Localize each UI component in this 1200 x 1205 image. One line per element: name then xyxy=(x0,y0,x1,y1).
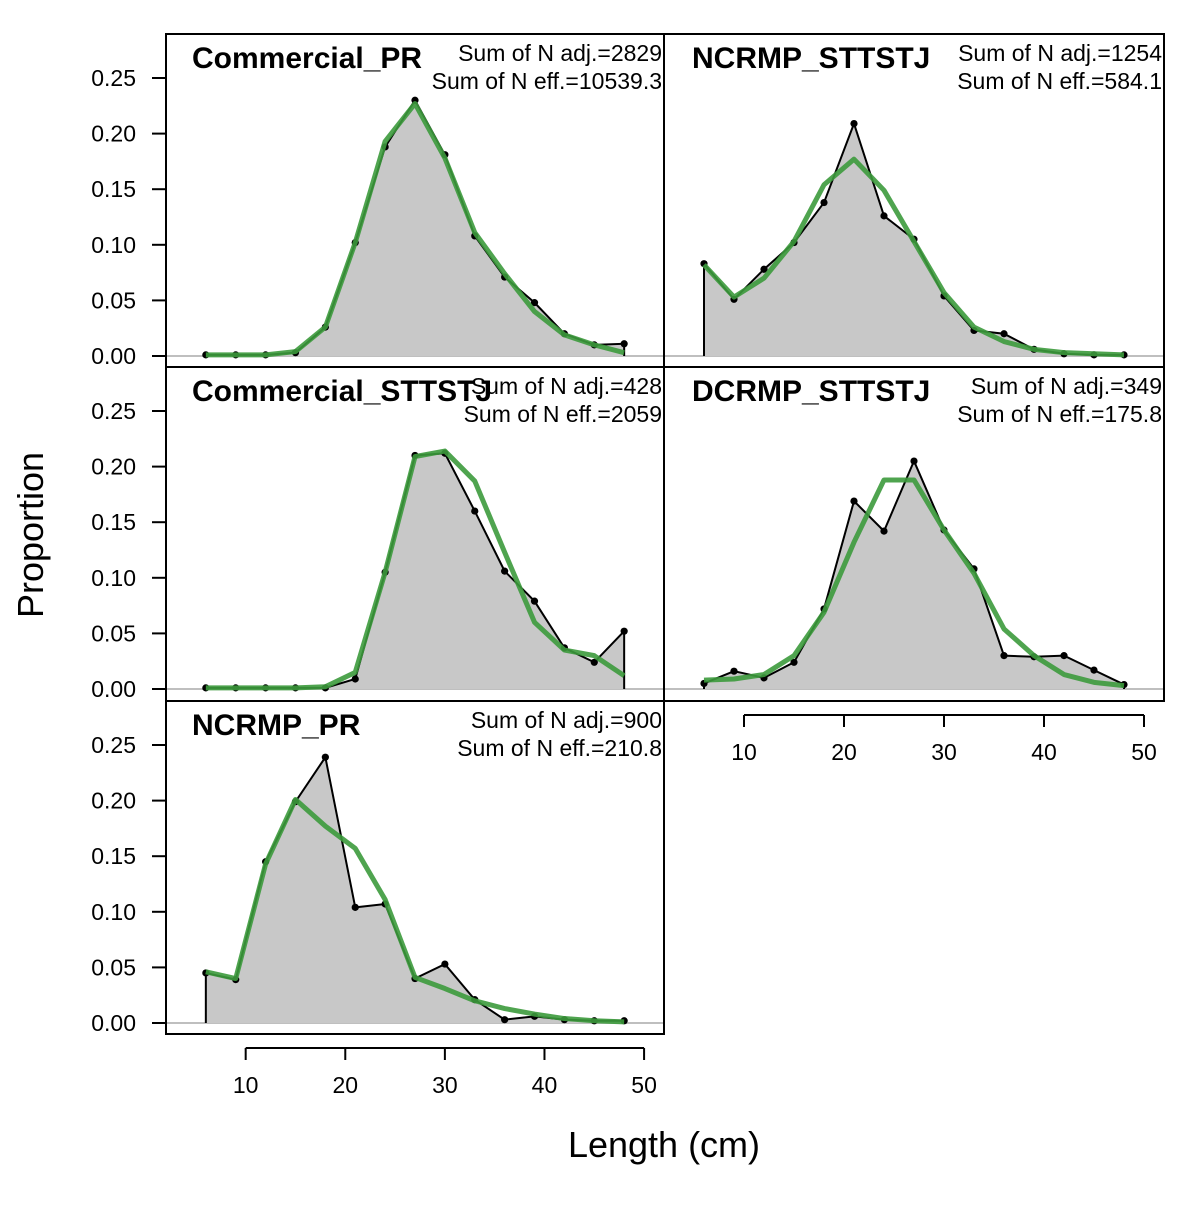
observed-point xyxy=(441,960,449,968)
y-tick-label: 0.20 xyxy=(91,121,136,147)
sum-n-eff-label: Sum of N eff.=584.1 xyxy=(957,68,1162,94)
expected-line-commercial-sttstj xyxy=(205,448,626,691)
x-tick-label: 30 xyxy=(931,739,957,765)
x-tick-label: 40 xyxy=(1031,739,1057,765)
observed-point xyxy=(351,903,359,911)
observed-point xyxy=(530,597,539,605)
observed-point xyxy=(590,658,598,666)
x-tick-label: 30 xyxy=(432,1072,458,1098)
panel-title: NCRMP_STTSTJ xyxy=(692,42,930,75)
y-tick-label: 0.10 xyxy=(91,899,136,925)
observed-point xyxy=(620,340,628,348)
observed-point xyxy=(530,299,539,307)
observed-area-commercial-sttstj xyxy=(205,453,625,689)
y-tick-label: 0.25 xyxy=(91,732,136,758)
y-tick-label: 0.20 xyxy=(91,788,136,814)
x-tick-label: 20 xyxy=(831,739,857,765)
panel-title: Commercial_PR xyxy=(192,42,422,75)
x-tick-label: 10 xyxy=(731,739,757,765)
observed-point xyxy=(850,497,858,505)
y-tick-label: 0.05 xyxy=(91,287,136,313)
observed-area-commercial-pr xyxy=(205,100,625,357)
sum-n-adj-label: Sum of N adj.=1254 xyxy=(958,40,1162,66)
y-tick-label: 0.10 xyxy=(91,565,136,591)
expected-line-dcrmp-sttstj xyxy=(703,477,1125,689)
panel-title: NCRMP_PR xyxy=(192,709,361,742)
x-tick-label: 20 xyxy=(332,1072,358,1098)
x-tick-label: 10 xyxy=(233,1072,259,1098)
observed-area-dcrmp-sttstj xyxy=(704,461,1124,689)
x-axis-label: Length (cm) xyxy=(568,1124,760,1165)
observed-point xyxy=(471,507,479,515)
sum-n-adj-label: Sum of N adj.=428 xyxy=(471,373,662,399)
panel-frame xyxy=(165,700,665,1035)
sum-n-adj-label: Sum of N adj.=2829 xyxy=(458,40,662,66)
observed-point xyxy=(880,527,888,535)
y-tick-label: 0.15 xyxy=(91,509,136,535)
observed-point xyxy=(351,675,359,683)
expected-line-ncrmp-pr xyxy=(205,796,625,1025)
y-tick-label: 0.05 xyxy=(91,620,136,646)
y-tick-label: 0.15 xyxy=(91,176,136,202)
expected-line-ncrmp-sttstj xyxy=(702,156,1125,358)
x-tick-label: 40 xyxy=(532,1072,558,1098)
observed-point xyxy=(1000,652,1008,660)
observed-point xyxy=(501,567,509,575)
sum-n-eff-label: Sum of N eff.=210.8 xyxy=(457,735,662,761)
observed-point xyxy=(321,753,329,761)
observed-area-ncrmp-pr xyxy=(205,757,625,1023)
sum-n-eff-label: Sum of N eff.=10539.3 xyxy=(432,68,662,94)
expected-line-commercial-pr xyxy=(205,101,625,358)
sum-n-eff-label: Sum of N eff.=175.8 xyxy=(957,401,1162,427)
observed-point xyxy=(760,265,768,273)
observed-point xyxy=(1090,666,1098,674)
panel-title: DCRMP_STTSTJ xyxy=(692,375,930,408)
observed-point xyxy=(1000,330,1008,338)
y-tick-label: 0.10 xyxy=(91,232,136,258)
y-tick-label: 0.00 xyxy=(91,676,136,702)
observed-point xyxy=(730,667,738,675)
y-tick-label: 0.25 xyxy=(91,398,136,424)
y-tick-label: 0.20 xyxy=(91,454,136,480)
y-axis-label: Proportion xyxy=(10,452,51,618)
x-tick-label: 50 xyxy=(1131,739,1157,765)
sum-n-adj-label: Sum of N adj.=900 xyxy=(471,707,662,733)
panel-title: Commercial_STTSTJ xyxy=(192,375,492,408)
observed-point xyxy=(501,1016,509,1024)
observed-point xyxy=(880,212,888,220)
sum-n-adj-label: Sum of N adj.=349 xyxy=(971,373,1162,399)
observed-point xyxy=(1060,652,1068,660)
observed-point xyxy=(620,627,628,635)
x-tick-label: 50 xyxy=(631,1072,657,1098)
panel-frame xyxy=(663,366,1165,702)
y-tick-label: 0.25 xyxy=(91,65,136,91)
observed-point xyxy=(910,457,918,465)
y-tick-label: 0.05 xyxy=(91,954,136,980)
observed-point xyxy=(850,119,858,128)
observed-point xyxy=(820,198,828,207)
observed-point xyxy=(790,658,798,666)
y-tick-label: 0.15 xyxy=(91,843,136,869)
y-tick-label: 0.00 xyxy=(91,1010,136,1036)
y-tick-label: 0.00 xyxy=(91,343,136,369)
sum-n-eff-label: Sum of N eff.=2059 xyxy=(464,401,662,427)
